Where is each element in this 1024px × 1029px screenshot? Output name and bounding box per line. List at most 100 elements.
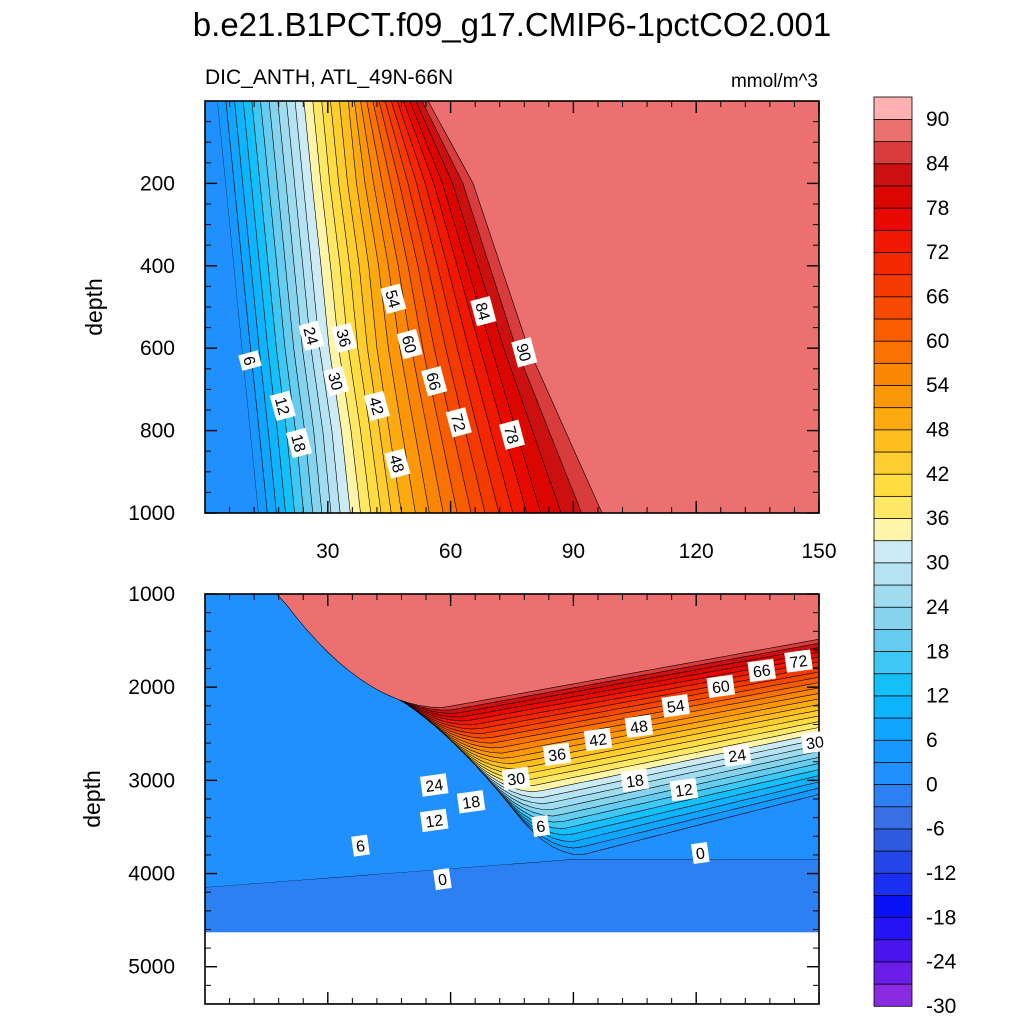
colorbar-tick-label: -6: [926, 818, 945, 841]
lower-contour-label: 24: [419, 773, 449, 797]
colorbar-tick-label: 48: [926, 419, 949, 442]
upper-contour-label-text: 54: [381, 288, 402, 310]
lower-y-tick-label: 3000: [128, 769, 175, 792]
upper-contour-label-text: 36: [332, 327, 353, 349]
lower-contour-label: 6: [531, 814, 551, 838]
upper-contour-label: 42: [363, 390, 390, 422]
colorbar-tick-label: 66: [926, 286, 949, 309]
colorbar-tick-label: 84: [926, 153, 950, 176]
lower-contour-label-text: 30: [506, 770, 526, 789]
lower-contour-label-text: 24: [727, 747, 747, 766]
upper-contour-label-box: [286, 427, 313, 459]
colorbar-swatch: [873, 606, 913, 630]
colorbar-swatch: [873, 429, 913, 453]
colorbar-swatch: [873, 650, 913, 675]
upper-contour-bands: [205, 101, 819, 513]
colorbar-swatch: [873, 783, 913, 808]
upper-contour-label-text: 18: [287, 433, 308, 455]
upper-contour-label-box: [384, 448, 411, 479]
lower-contour-label: 0: [690, 841, 710, 865]
lower-contour-label-box: [624, 714, 654, 739]
upper-contour-label-box: [322, 366, 350, 397]
colorbar-swatch: [873, 229, 913, 253]
lower-contour-label-text: 12: [674, 782, 694, 801]
colorbar-tick-label: 18: [926, 640, 949, 663]
colorbar-tick-label: 90: [926, 108, 949, 131]
colorbar-tick-label: 0: [926, 773, 938, 796]
upper-x-tick-label: 150: [801, 540, 836, 563]
colorbar-swatch: [873, 495, 913, 519]
upper-contour-label: 12: [269, 390, 296, 422]
lower-contour-label-text: 66: [752, 662, 772, 681]
colorbar-swatch: [873, 540, 913, 564]
colorbar-swatch: [873, 517, 913, 542]
colorbar-swatch: [873, 761, 913, 785]
colorbar-swatch: [873, 185, 913, 209]
upper-contour-label-text: 6: [239, 354, 258, 367]
lower-band-87: [205, 594, 819, 709]
lower-contour-label: 60: [706, 674, 736, 699]
colorbar-swatch: [873, 628, 913, 652]
upper-contour-label-box: [238, 350, 262, 371]
upper-band-87: [427, 101, 819, 513]
lower-contour-label-box: [501, 766, 531, 791]
upper-contour-label-text: 90: [512, 342, 533, 364]
colorbar-swatch: [873, 806, 913, 830]
upper-contour-label: 18: [286, 427, 313, 459]
upper-y-tick-label: 1000: [128, 502, 175, 525]
lower-contour-label-box: [722, 743, 752, 767]
upper-y-tick-label: 200: [140, 172, 175, 195]
colorbar-swatch: [873, 207, 913, 231]
lower-contour-label-text: 54: [666, 698, 686, 717]
lower-contour-label-box: [661, 694, 690, 718]
upper-contour-label-box: [380, 283, 407, 314]
upper-contour-label-box: [470, 295, 497, 327]
colorbar-tick-label: 6: [926, 729, 938, 752]
upper-x-tick-label: 90: [562, 540, 585, 563]
upper-axis-ticks: 30 60 90 120 150 200 400 600 800 1000: [128, 101, 837, 563]
colorbar-tick-label: 54: [926, 374, 950, 397]
upper-y-axis-label: depth: [81, 278, 107, 336]
upper-contour-label-text: 66: [422, 371, 443, 393]
colorbar-swatch: [873, 318, 913, 342]
colorbar-swatch: [873, 717, 913, 741]
upper-contour-fill: [205, 101, 819, 513]
lower-contour-label: 18: [456, 790, 486, 814]
lower-contour-label-text: 6: [355, 838, 366, 856]
lower-contour-label-box: [784, 649, 813, 673]
colorbar-swatch: [873, 163, 913, 187]
lower-seafloor-mask: [205, 932, 819, 1004]
colorbar-tick-label: 30: [926, 552, 949, 575]
colorbar-swatch: [873, 739, 913, 763]
colorbar-tick-label: -30: [926, 995, 956, 1018]
colorbar-swatch: [873, 451, 913, 475]
lower-contour-label-text: 48: [629, 718, 649, 737]
lower-contour-label-box: [669, 777, 699, 802]
lower-contour-label-box: [351, 834, 370, 857]
upper-contour-label-text: 60: [398, 334, 419, 356]
lower-y-tick-label: 5000: [128, 956, 175, 979]
lower-contour-label-text: 6: [535, 818, 546, 836]
lower-contour-label-box: [583, 727, 613, 752]
upper-contour-label: 30: [322, 366, 350, 397]
colorbar-swatch: [873, 251, 913, 276]
lower-contour-label-box: [706, 674, 736, 699]
colorbar-swatch: [873, 340, 913, 364]
lower-contour-label-box: [620, 768, 650, 793]
lower-contour-label: 66: [747, 658, 776, 683]
upper-contour-label-box: [396, 328, 423, 360]
colorbar-tick-label: 72: [926, 241, 949, 264]
lower-contour-label: 30: [800, 730, 830, 754]
colorbar-swatch: [873, 939, 913, 963]
upper-contour-label: 6: [238, 350, 262, 371]
lower-contour-label: 42: [583, 727, 613, 752]
upper-contour-label-text: 84: [471, 301, 492, 323]
colorbar-swatch: [873, 916, 913, 941]
lower-contour-label: 30: [501, 766, 531, 791]
colorbar-swatch: [873, 140, 913, 165]
colorbar-tick-label: 24: [926, 596, 950, 619]
